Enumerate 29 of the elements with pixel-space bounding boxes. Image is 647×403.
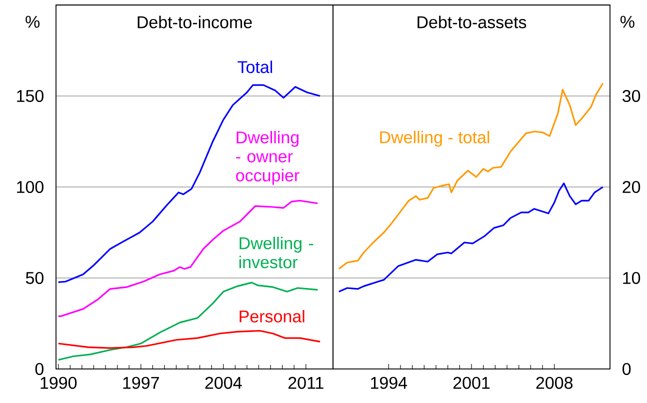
series-label: Dwelling - owner occupier [236,130,300,185]
line-series [58,330,321,349]
y-tick-label: 30 [622,90,640,102]
series-label: Dwelling - investor [239,236,314,268]
y-tick-label: 10 [623,272,640,284]
line-series [58,84,321,283]
x-tick-label: 2004 [205,376,242,389]
x-tick-label: 2011 [288,376,324,389]
y-tick-label: 20 [622,180,640,194]
y-axis-title: % [620,16,634,28]
y-axis-title: % [26,16,40,28]
x-tick-label: 1997 [123,376,159,389]
y-tick-label: 100 [17,180,44,194]
y-tick-label: 150 [17,90,44,102]
x-tick-label: 2001 [453,376,490,389]
x-tick-label: 1990 [40,376,77,389]
y-tick-label: 50 [26,272,44,284]
y-tick-label: 0 [35,362,44,376]
text: Debt-to-income [138,16,252,28]
x-tick-label: 2008 [536,376,573,389]
series-label: Dwelling - total [380,130,490,147]
text: Debt-to-assets [418,16,526,28]
series-label: Total [238,60,272,74]
line-series [338,182,604,292]
series-label: Personal [240,310,304,322]
x-tick-label: 1994 [371,376,408,389]
y-tick-label: 0 [622,362,631,376]
line-series [338,82,604,270]
line-series [58,282,318,361]
